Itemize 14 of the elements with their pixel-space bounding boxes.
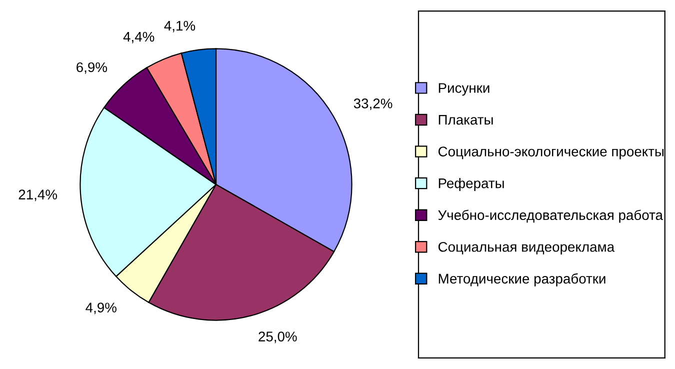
legend-label: Методические разработки xyxy=(438,273,606,286)
legend-label: Рисунки xyxy=(438,83,490,96)
data-label: 21,4% xyxy=(18,190,58,202)
data-label: 6,9% xyxy=(76,62,108,74)
legend-label: Учебно-исследовательская работа xyxy=(438,210,663,223)
data-label: 4,1% xyxy=(164,20,196,32)
legend-label: Рефераты xyxy=(438,178,504,191)
legend-label: Социальная видеореклама xyxy=(438,242,615,255)
data-label: 4,4% xyxy=(123,32,154,44)
legend-label: Социально-экологические проекты xyxy=(438,146,664,160)
data-label: 33,2% xyxy=(354,98,392,110)
data-label: 4,9% xyxy=(86,302,116,314)
legend-label: Плакаты xyxy=(438,114,493,125)
data-label: 25,0% xyxy=(258,332,297,344)
